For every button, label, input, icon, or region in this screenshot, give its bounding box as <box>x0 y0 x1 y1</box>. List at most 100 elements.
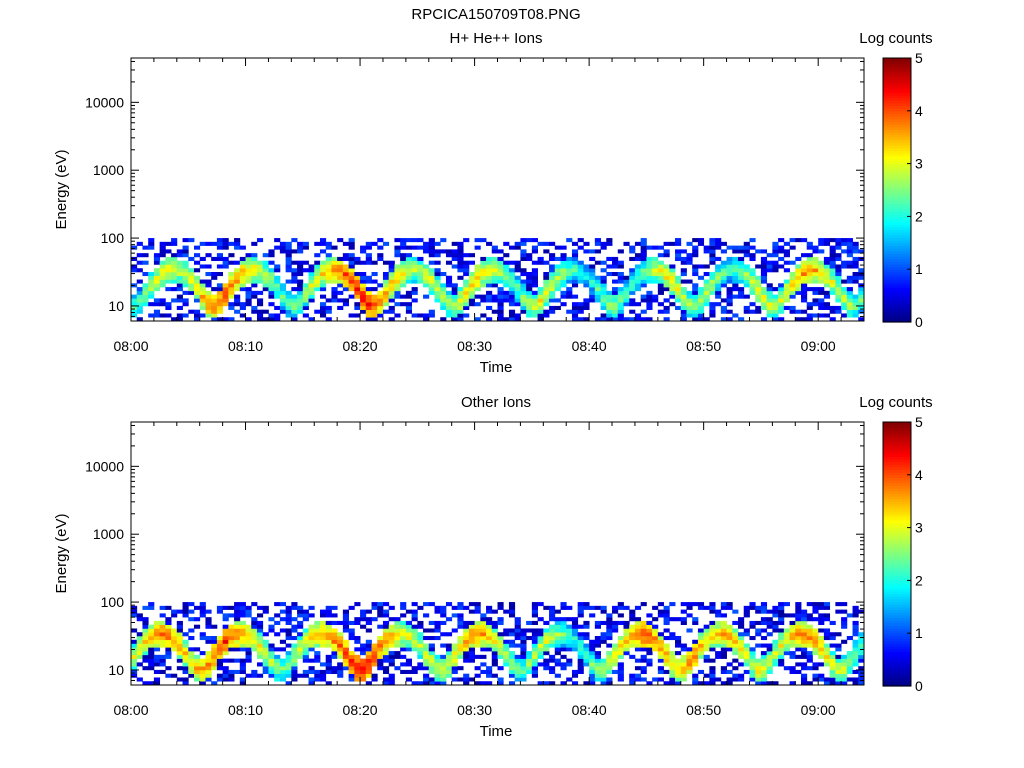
heatmap-cell <box>520 658 527 663</box>
heatmap-cell <box>841 620 848 625</box>
heatmap-cell <box>652 298 659 303</box>
heatmap-cell <box>594 651 601 656</box>
heatmap-cell <box>617 654 624 659</box>
heatmap-cell <box>193 245 201 250</box>
heatmap-cell <box>571 279 579 284</box>
heatmap-cell <box>749 624 756 629</box>
heatmap-cell <box>348 264 355 269</box>
heatmap-cell <box>474 643 481 648</box>
heatmap-cell <box>245 651 252 656</box>
heatmap-cell <box>199 658 206 663</box>
heatmap-cell <box>268 290 275 295</box>
heatmap-cell <box>726 677 733 682</box>
heatmap-cell <box>382 643 390 648</box>
colorbar-swatch <box>883 569 911 574</box>
heatmap-cell <box>801 272 808 277</box>
heatmap-cell <box>829 256 836 261</box>
heatmap-cell <box>285 643 292 648</box>
heatmap-cell <box>577 238 584 243</box>
heatmap-cell <box>852 643 859 648</box>
heatmap-cell <box>675 253 682 258</box>
heatmap-cell <box>772 620 779 625</box>
heatmap-cell <box>279 305 287 310</box>
heatmap-cell <box>285 673 292 678</box>
heatmap-cell <box>497 287 504 292</box>
heatmap-cell <box>216 241 224 246</box>
heatmap-cell <box>726 279 733 284</box>
heatmap-cell <box>634 275 642 280</box>
heatmap-cell <box>692 249 699 254</box>
heatmap-cell <box>491 256 498 261</box>
heatmap-cell <box>405 620 413 625</box>
heatmap-cell <box>818 260 825 265</box>
heatmap-cell <box>325 639 332 644</box>
heatmap-cell <box>440 272 447 277</box>
heatmap-cell <box>577 275 584 280</box>
heatmap-cell <box>692 602 699 607</box>
heatmap-cell <box>577 279 584 284</box>
heatmap-cell <box>405 279 413 284</box>
heatmap-cell <box>806 272 813 277</box>
heatmap-cell <box>589 272 596 277</box>
heatmap-cell <box>858 275 865 280</box>
heatmap-cell <box>365 658 372 663</box>
heatmap-cell <box>703 279 710 284</box>
heatmap-cell <box>222 673 229 678</box>
heatmap-cell <box>715 245 722 250</box>
heatmap-cell <box>159 298 166 303</box>
heatmap-cell <box>239 272 246 277</box>
heatmap-cell <box>606 290 613 295</box>
heatmap-cell <box>176 279 183 284</box>
heatmap-cell <box>337 643 344 648</box>
heatmap-cell <box>766 260 773 265</box>
heatmap-cell <box>697 632 705 637</box>
heatmap-cell <box>612 628 619 633</box>
heatmap-cell <box>251 632 258 637</box>
heatmap-cell <box>371 647 378 652</box>
heatmap-cell <box>285 302 292 307</box>
heatmap-cell <box>445 279 453 284</box>
heatmap-cell <box>360 666 367 671</box>
heatmap-cell <box>726 317 733 322</box>
colorbar-swatch <box>883 203 911 207</box>
heatmap-cell <box>720 279 727 284</box>
heatmap-cell <box>657 253 664 258</box>
heatmap-cell <box>394 628 401 633</box>
heatmap-cell <box>211 275 218 280</box>
heatmap-cell <box>577 260 584 265</box>
heatmap-cell <box>159 658 166 663</box>
heatmap-cell <box>302 658 309 663</box>
heatmap-cell <box>560 605 567 610</box>
heatmap-cell <box>778 256 785 261</box>
heatmap-cell <box>835 294 842 299</box>
heatmap-cell <box>600 279 607 284</box>
heatmap-cell <box>549 666 556 671</box>
heatmap-cell <box>325 632 332 637</box>
heatmap-cell <box>222 241 229 246</box>
heatmap-cell <box>400 620 407 625</box>
heatmap-cell <box>520 283 527 288</box>
colorbar-swatch <box>883 638 911 642</box>
heatmap-cell <box>778 658 785 663</box>
heatmap-cell <box>841 279 848 284</box>
heatmap-cell <box>216 305 224 310</box>
heatmap-cell <box>428 677 435 682</box>
colorbar-swatch <box>883 456 911 460</box>
heatmap-cell <box>812 272 819 277</box>
heatmap-cell <box>486 673 493 678</box>
heatmap-cell <box>377 298 384 303</box>
heatmap-cell <box>239 256 246 261</box>
heatmap-cell <box>451 309 458 314</box>
colorbar-swatch <box>883 306 911 310</box>
heatmap-cell <box>342 279 350 284</box>
heatmap-cell <box>623 283 630 288</box>
heatmap-cell <box>400 241 407 246</box>
heatmap-cell <box>617 264 624 269</box>
heatmap-cell <box>549 628 556 633</box>
heatmap-cell <box>262 666 269 671</box>
heatmap-cell <box>291 305 298 310</box>
heatmap-cell <box>640 309 647 314</box>
heatmap-cell <box>486 666 493 671</box>
